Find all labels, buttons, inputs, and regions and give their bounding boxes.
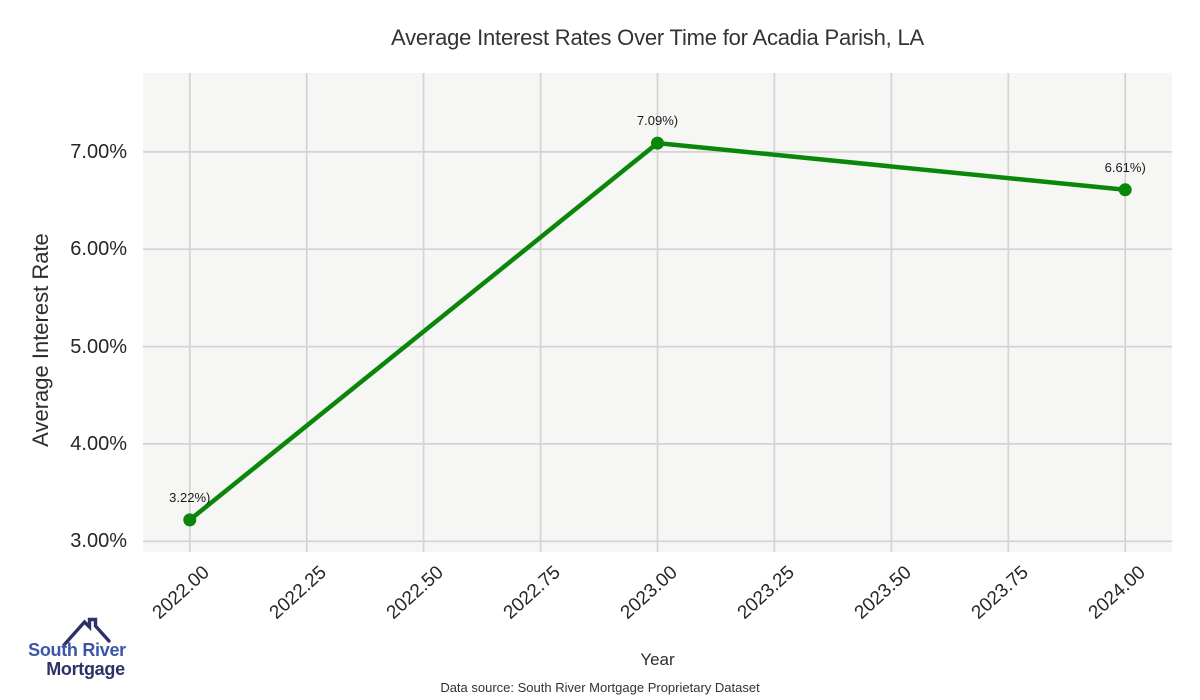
logo-line2: Mortgage [46, 659, 125, 679]
x-tick-label: 2023.00 [616, 562, 682, 624]
y-tick-label: 6.00% [70, 238, 127, 261]
data-point [651, 136, 664, 150]
y-tick-label: 4.00% [70, 432, 127, 455]
line-chart [143, 73, 1172, 552]
data-point-label: 6.61%) [1104, 159, 1146, 175]
x-tick-label: 2023.75 [967, 562, 1033, 624]
x-axis-label: Year [640, 650, 675, 669]
data-point [1118, 183, 1132, 197]
x-tick-label: 2022.75 [499, 562, 565, 624]
x-tick-label: 2022.50 [382, 562, 448, 624]
data-source-note: Data source: South River Mortgage Propri… [440, 680, 760, 695]
house-icon [62, 617, 111, 647]
data-point [183, 513, 197, 527]
x-tick-label: 2022.00 [148, 562, 214, 624]
x-tick-label: 2024.00 [1084, 562, 1150, 624]
y-tick-label: 5.00% [70, 335, 127, 358]
y-tick-label: 3.00% [70, 530, 127, 553]
data-point-label: 7.09%) [636, 113, 679, 129]
y-tick-label: 7.00% [70, 140, 127, 163]
logo-line1: South River [28, 640, 126, 660]
logo: South River Mortgage [14, 612, 154, 682]
x-tick-label: 2022.25 [265, 562, 331, 624]
x-tick-label: 2023.25 [733, 562, 799, 624]
x-tick-label: 2023.50 [850, 562, 916, 624]
chart-title: Average Interest Rates Over Time for Aca… [391, 25, 924, 50]
plot-area [143, 73, 1172, 552]
data-point-label: 3.22%) [169, 489, 211, 505]
